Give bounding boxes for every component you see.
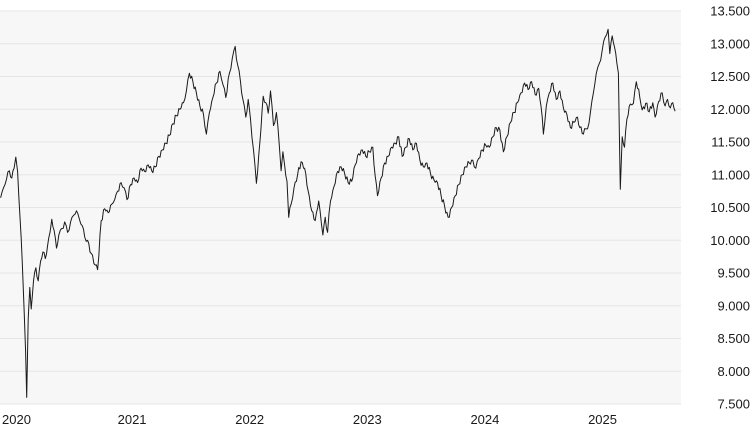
- y-axis-tick-label: 12.500: [710, 69, 750, 84]
- x-axis-tick-label: 2025: [588, 412, 617, 427]
- y-axis-tick-label: 10.000: [710, 233, 750, 248]
- y-axis-tick-label: 13.500: [710, 4, 750, 19]
- y-axis-tick-label: 8.000: [717, 364, 750, 379]
- x-axis-tick-label: 2023: [353, 412, 382, 427]
- x-axis-tick-label: 2024: [470, 412, 499, 427]
- x-axis-tick-label: 2020: [2, 412, 31, 427]
- x-axis-tick-label: 2022: [235, 412, 264, 427]
- y-axis-tick-label: 9.500: [717, 266, 750, 281]
- y-axis-tick-label: 11.500: [711, 135, 750, 150]
- x-axis-tick-label: 2021: [118, 412, 147, 427]
- y-axis-tick-label: 12.000: [710, 102, 750, 117]
- y-axis-tick-label: 7.500: [717, 397, 750, 412]
- y-axis-tick-label: 8.500: [717, 331, 750, 346]
- y-axis-tick-label: 13.000: [710, 36, 750, 51]
- price-line: [0, 28, 676, 398]
- y-axis-tick-label: 9.000: [717, 298, 750, 313]
- y-axis-tick-label: 10.500: [710, 200, 750, 215]
- y-axis-tick-label: 11.000: [711, 167, 750, 182]
